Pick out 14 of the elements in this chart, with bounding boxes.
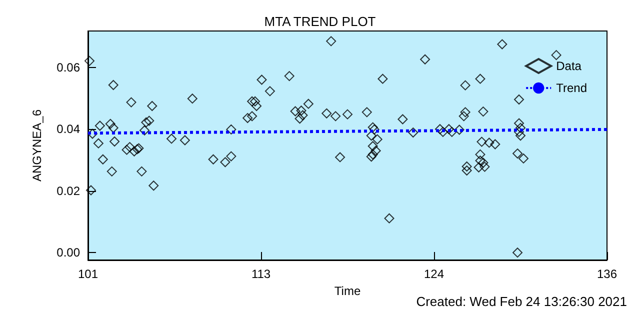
y-tick-label: 0.00 [56, 246, 80, 260]
chart-title: MTA TREND PLOT [264, 14, 376, 29]
y-tick-label: 0.06 [56, 60, 80, 74]
x-tick-label: 113 [251, 267, 271, 281]
text: Created: Wed Feb 24 13:26:30 2021 [416, 294, 628, 309]
y-tick-label: 0.02 [56, 184, 80, 198]
legend-label: Data [556, 59, 582, 73]
x-axis-title: Time [334, 284, 361, 298]
legend-label: Trend [556, 81, 588, 95]
x-tick-label: 101 [78, 267, 98, 281]
x-tick-label: 136 [596, 267, 618, 281]
y-tick-label: 0.04 [56, 122, 80, 136]
y-axis-title: ANGYNEA_6 [30, 109, 44, 182]
x-tick-label: 124 [424, 267, 444, 281]
